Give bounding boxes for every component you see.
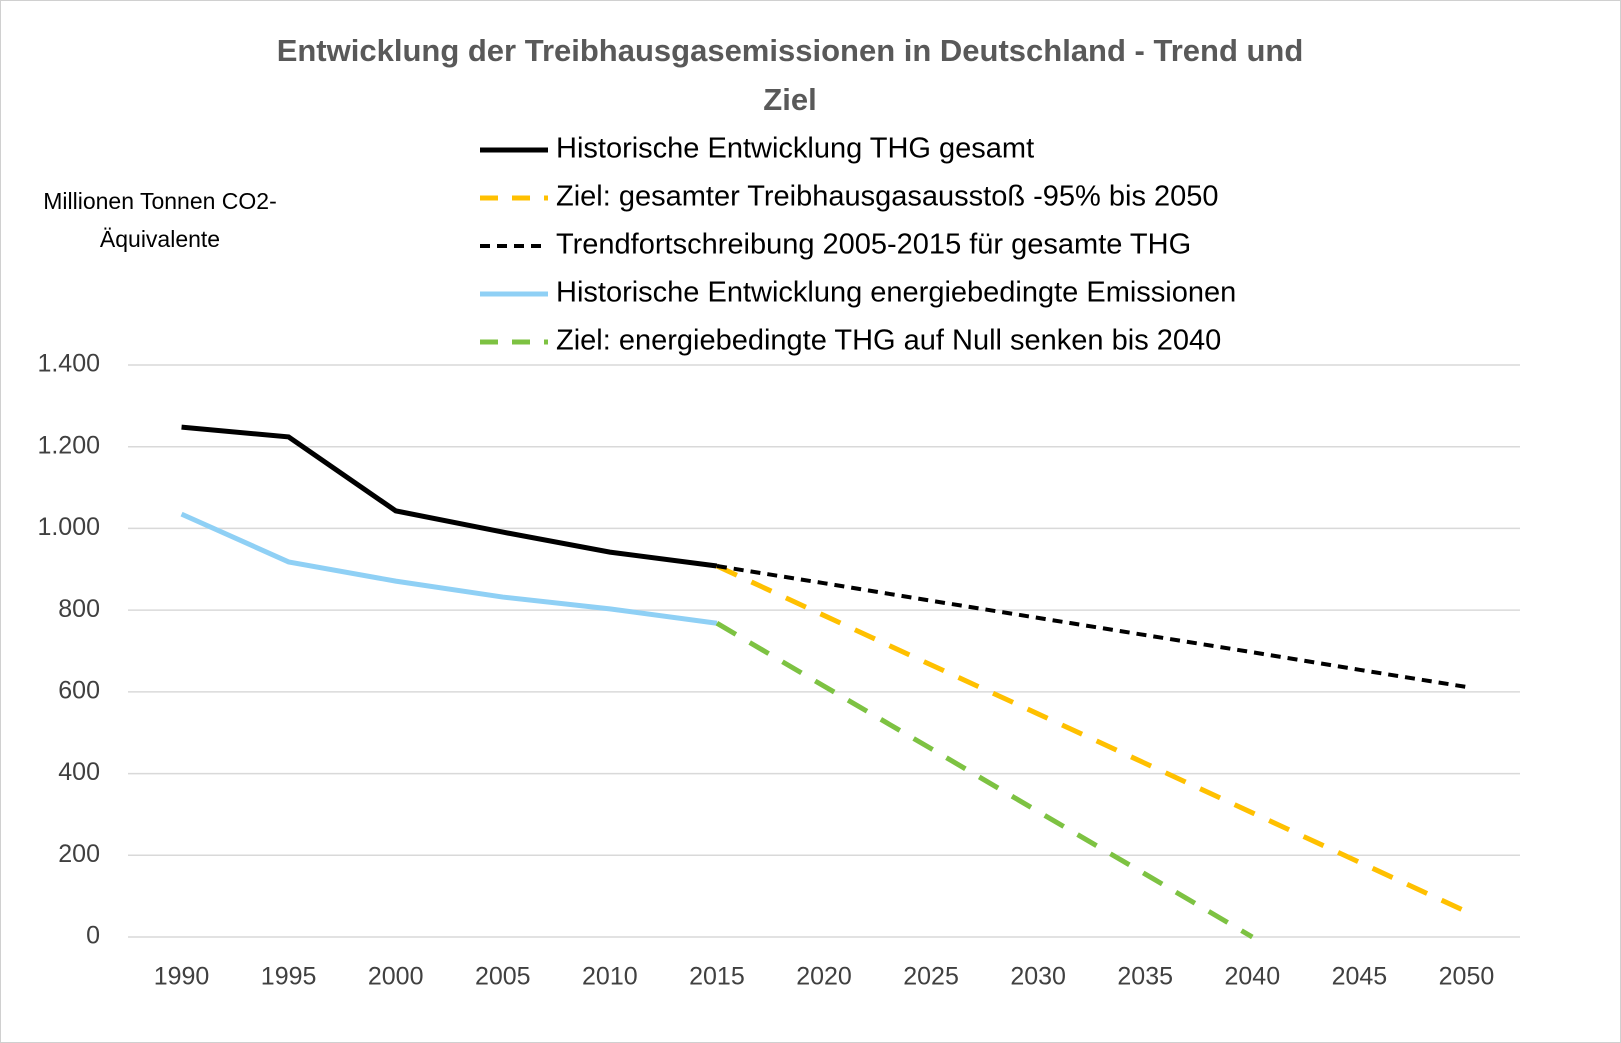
series-line [716, 564, 1467, 689]
y-tick-label: 600 [58, 676, 100, 704]
x-tick-label: 2020 [796, 963, 852, 991]
legend-label: Historische Entwicklung THG gesamt [556, 133, 1034, 165]
y-tick-label: 400 [58, 758, 100, 786]
series-line [715, 621, 1254, 940]
y-tick-label: 800 [58, 595, 100, 623]
y-axis-label: Äquivalente [100, 226, 220, 252]
chart-title: Ziel [763, 82, 816, 117]
series-line [715, 563, 1468, 914]
x-tick-label: 2000 [368, 963, 424, 991]
x-tick-label: 2015 [689, 963, 745, 991]
y-tick-label: 1.000 [37, 513, 100, 541]
chart-title: Entwicklung der Treibhausgasemissionen i… [277, 33, 1304, 68]
legend-label: Ziel: gesamter Treibhausgasausstoß -95% … [556, 181, 1219, 213]
y-tick-label: 200 [58, 840, 100, 868]
y-tick-label: 1.200 [37, 431, 100, 459]
x-tick-label: 1990 [154, 963, 210, 991]
y-tick-label: 0 [86, 922, 100, 950]
x-tick-label: 2050 [1439, 963, 1495, 991]
y-axis-label: Millionen Tonnen CO2- [43, 188, 277, 214]
legend-label: Trendfortschreibung 2005-2015 für gesamt… [556, 229, 1191, 261]
x-tick-label: 2045 [1332, 963, 1388, 991]
x-tick-label: 2035 [1117, 963, 1173, 991]
x-tick-label: 2010 [582, 963, 638, 991]
series-line [181, 424, 718, 569]
x-tick-label: 2030 [1010, 963, 1066, 991]
series-line [180, 511, 718, 626]
x-tick-label: 2040 [1224, 963, 1280, 991]
x-tick-label: 1995 [261, 963, 317, 991]
x-tick-label: 2005 [475, 963, 531, 991]
legend-label: Ziel: energiebedingte THG auf Null senke… [556, 325, 1221, 357]
y-tick-label: 1.400 [37, 350, 100, 378]
legend-label: Historische Entwicklung energiebedingte … [556, 277, 1236, 309]
x-tick-label: 2025 [903, 963, 959, 991]
